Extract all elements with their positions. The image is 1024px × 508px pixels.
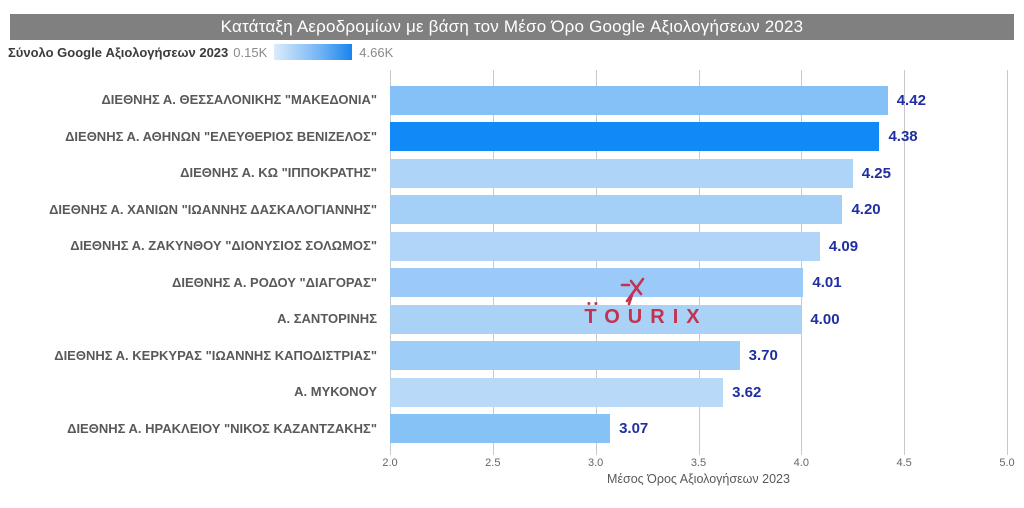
bar[interactable] (390, 414, 611, 444)
x-tick-label: 3.0 (588, 457, 604, 469)
bar-value-label: 4.42 (896, 91, 926, 109)
legend-max-value: 4.66K (359, 44, 394, 60)
category-label: ΔΙΕΘΝΗΣ Α. ΘΕΣΣΑΛΟΝΙΚΗΣ "ΜΑΚΕΔΟΝΙΑ" (101, 92, 377, 108)
x-tick-label: 4.0 (793, 457, 809, 469)
legend-min-value: 0.15K (233, 44, 268, 60)
bar[interactable] (390, 377, 724, 407)
bar-series: 4.42 4.38 4.25 4.20 4.09 4.01 4.00 3.70 3.62 3.07 (390, 70, 1007, 455)
bar-value-label: 3.70 (748, 347, 778, 365)
bar-row: 4.38 (390, 119, 1007, 156)
category-label: Α. ΜΥΚΟΝΟΥ (294, 384, 377, 400)
bar-row: 4.42 (390, 82, 1007, 119)
bar-value-label: 4.00 (810, 310, 840, 328)
bar-value-label: 4.20 (851, 201, 881, 219)
category-label: ΔΙΕΘΝΗΣ Α. ΚΕΡΚΥΡΑΣ "ΙΩΑΝΝΗΣ ΚΑΠΟΔΙΣΤΡΙΑ… (54, 347, 377, 363)
legend-gradient-bar (274, 44, 353, 60)
bar-value-label: 4.01 (812, 274, 842, 292)
bar-row: 4.01 (390, 265, 1007, 302)
gridline (698, 70, 700, 455)
bar[interactable] (390, 341, 740, 371)
x-tick-label: 4.5 (896, 457, 912, 469)
gridline (390, 70, 391, 455)
legend-field-label: Σύνολο Google Αξιολογήσεων 2023 (8, 44, 229, 60)
color-legend: Σύνολο Google Αξιολογήσεων 2023 0.15K 4.… (8, 43, 393, 61)
bar[interactable] (390, 195, 843, 225)
category-label: ΔΙΕΘΝΗΣ Α. ΧΑΝΙΩΝ "ΙΩΑΝΝΗΣ ΔΑΣΚΑΛΟΓΙΑΝΝΗ… (49, 201, 377, 217)
bar-row: 4.09 (390, 228, 1007, 265)
bar-value-label: 4.25 (861, 164, 891, 182)
category-label: ΔΙΕΘΝΗΣ Α. ΚΩ "ΙΠΠΟΚΡΑΤΗΣ" (180, 165, 377, 181)
bar-row: 4.20 (390, 192, 1007, 229)
gridline (801, 70, 803, 455)
x-axis-label: Μέσος Όρος Αξιολογήσεων 2023 (607, 472, 790, 486)
x-axis-ticks: 2.0 2.5 3.0 3.5 4.0 4.5 5.0 (382, 457, 1014, 471)
bar[interactable] (390, 85, 888, 115)
gridline (904, 70, 906, 455)
bar-value-label: 3.62 (732, 383, 762, 401)
gridline (1007, 70, 1008, 455)
bar-row: 3.70 (390, 338, 1007, 375)
bar[interactable] (390, 231, 820, 261)
bar-value-label: 3.07 (619, 420, 649, 438)
bar[interactable] (390, 122, 880, 152)
category-axis: ΔΙΕΘΝΗΣ Α. ΘΕΣΣΑΛΟΝΙΚΗΣ "ΜΑΚΕΔΟΝΙΑ" ΔΙΕΘΝ… (0, 70, 384, 455)
gridline (595, 70, 597, 455)
category-label: ΔΙΕΘΝΗΣ Α. ΡΟΔΟΥ "ΔΙΑΓΟΡΑΣ" (171, 274, 377, 290)
bar-row: 3.07 (390, 411, 1007, 448)
category-label: Α. ΣΑΝΤΟΡΙΝΗΣ (277, 311, 377, 327)
plot-area: 4.42 4.38 4.25 4.20 4.09 4.01 4.00 3.70 3.62 3.07… (390, 70, 1008, 455)
bar-row: 3.62 (390, 374, 1007, 411)
gridline (492, 70, 494, 455)
chart-title: Κατάταξη Αεροδρομίων με βάση τον Μέσο Όρ… (10, 14, 1014, 40)
category-label: ΔΙΕΘΝΗΣ Α. ΗΡΑΚΛΕΙΟΥ "ΝΙΚΟΣ ΚΑΖΑΝΤΖΑΚΗΣ" (67, 420, 377, 436)
bar-row: 4.25 (390, 155, 1007, 192)
x-tick-label: 5.0 (999, 457, 1015, 469)
bar[interactable] (390, 304, 802, 334)
x-tick-label: 2.5 (485, 457, 501, 469)
x-tick-label: 3.5 (690, 457, 707, 469)
bar-value-label: 4.09 (828, 237, 859, 255)
x-tick-label: 2.0 (382, 457, 398, 469)
category-label: ΔΙΕΘΝΗΣ Α. ΑΘΗΝΩΝ "ΕΛΕΥΘΕΡΙΟΣ ΒΕΝΙΖΕΛΟΣ" (65, 128, 377, 144)
bar[interactable] (390, 158, 853, 188)
bar-row: 4.00 (390, 301, 1007, 338)
bar[interactable] (390, 268, 804, 298)
category-label: ΔΙΕΘΝΗΣ Α. ΖΑΚΥΝΘΟΥ "ΔΙΟΝΥΣΙΟΣ ΣΟΛΩΜΟΣ" (70, 238, 377, 254)
bar-value-label: 4.38 (888, 128, 918, 146)
